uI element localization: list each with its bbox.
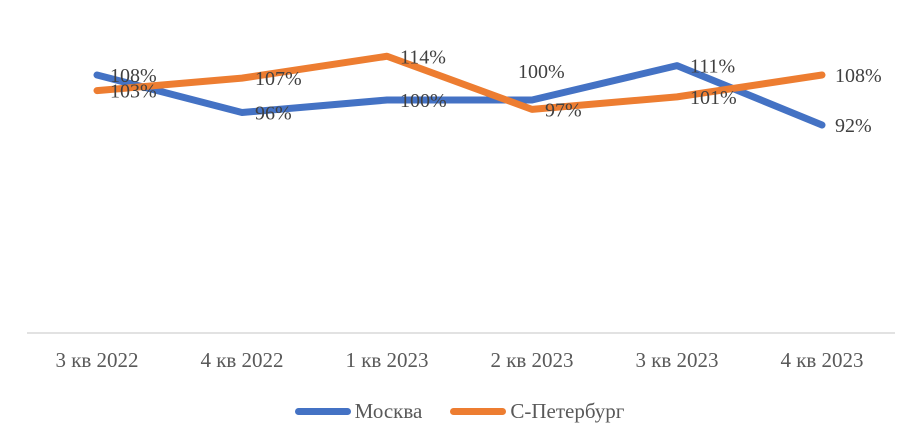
data-point-label: 92% bbox=[835, 115, 872, 137]
data-point-label: 111% bbox=[690, 56, 735, 78]
data-point-label: 96% bbox=[255, 103, 292, 125]
data-point-label: 108% bbox=[110, 65, 157, 87]
data-point-label: 114% bbox=[400, 46, 446, 68]
data-point-label: 108% bbox=[835, 65, 882, 87]
legend-marker-spb-icon bbox=[450, 407, 507, 415]
x-axis-label: 3 кв 2023 bbox=[635, 348, 718, 372]
legend: Москва С-Петербург bbox=[0, 396, 919, 426]
legend-marker-moskva-icon bbox=[294, 407, 351, 415]
series-line-moskva bbox=[93, 62, 826, 129]
data-point-label: 103% bbox=[110, 81, 157, 103]
x-axis-label: 4 кв 2023 bbox=[780, 348, 863, 372]
legend-item-spb[interactable]: С-Петербург bbox=[450, 399, 624, 424]
data-point-label: 101% bbox=[690, 87, 737, 109]
series-line-spb bbox=[93, 52, 826, 113]
data-point-label: 97% bbox=[545, 99, 582, 121]
x-axis-label: 1 кв 2023 bbox=[345, 348, 428, 372]
data-point-label: 107% bbox=[255, 68, 302, 90]
x-axis-label: 3 кв 2022 bbox=[55, 348, 138, 372]
x-axis-label: 4 кв 2022 bbox=[200, 348, 283, 372]
legend-label-spb: С-Петербург bbox=[510, 398, 625, 423]
data-point-label: 100% bbox=[518, 61, 565, 83]
data-point-label: 100% bbox=[400, 90, 447, 112]
legend-item-moskva[interactable]: Москва bbox=[294, 398, 423, 424]
x-axis-label: 2 кв 2023 bbox=[490, 348, 573, 372]
legend-label-moskva: Москва bbox=[354, 398, 423, 423]
